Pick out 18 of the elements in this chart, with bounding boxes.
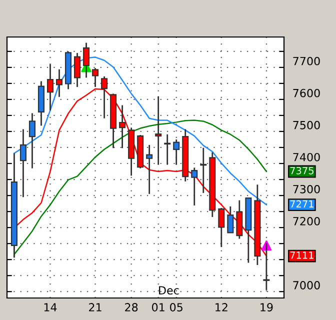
annotation: 7375 bbox=[290, 166, 314, 174]
x-tick-label: 28 bbox=[125, 303, 138, 312]
x-tick-label: 12 bbox=[216, 303, 228, 312]
annotation: 7111 bbox=[290, 252, 314, 259]
x-tick-label: 21 bbox=[89, 303, 102, 312]
y-tick-label: 7400 bbox=[293, 152, 320, 162]
y-tick-label: 7700 bbox=[293, 56, 320, 66]
y-tick-label: 7300 bbox=[293, 184, 320, 194]
x-tick-label: 05 bbox=[170, 303, 182, 312]
x-tick-label: 14 bbox=[44, 303, 57, 312]
x-tick-label: 01 bbox=[152, 303, 164, 312]
y-tick-label: 7200 bbox=[293, 216, 320, 226]
x-tick-label: 19 bbox=[260, 303, 273, 312]
y-tick-label: 7500 bbox=[293, 120, 320, 130]
y-tick-label: 7000 bbox=[293, 281, 320, 290]
annotation: 7271 bbox=[290, 200, 314, 208]
y-tick-label: 7600 bbox=[293, 88, 320, 98]
annotation: Dec bbox=[159, 286, 179, 295]
